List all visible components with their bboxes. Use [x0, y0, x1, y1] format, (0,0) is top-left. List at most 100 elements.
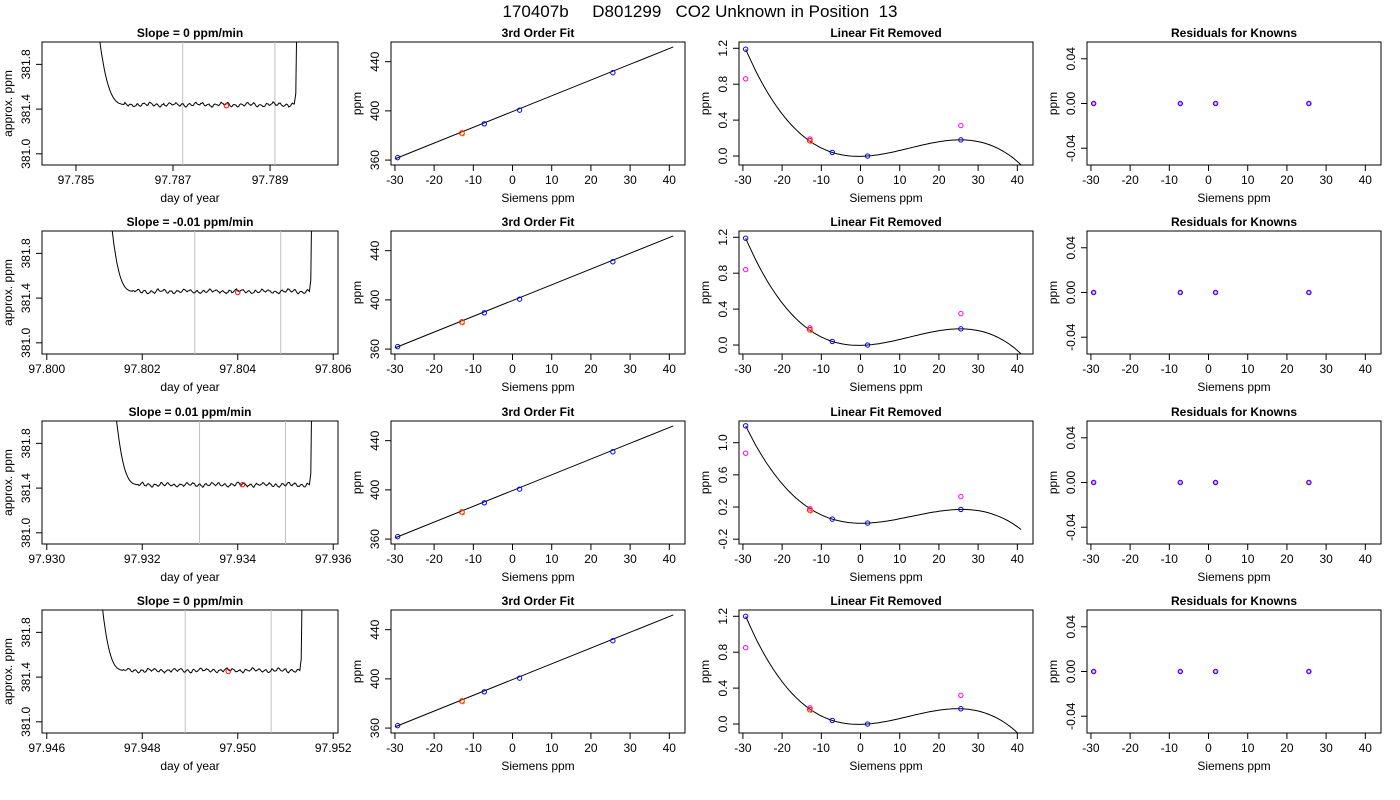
y-tick-label: 0.0 [716, 336, 730, 353]
x-tick-label: 30 [971, 741, 985, 755]
y-tick-label: 381.0 [19, 517, 33, 547]
x-tick-label: 0 [1205, 741, 1212, 755]
residual-point [1177, 479, 1183, 486]
residual-point-overlay [1091, 101, 1096, 106]
x-tick-label: 40 [1011, 362, 1025, 376]
x-tick-label: 97.785 [58, 173, 95, 187]
unknown-point-overlay [460, 699, 466, 705]
known-point [481, 500, 487, 506]
y-axis-label: ppm [1046, 471, 1060, 494]
residual-point-overlay [1307, 101, 1311, 106]
known-point [958, 506, 964, 513]
data-layer [1090, 100, 1312, 107]
x-tick-label: -10 [1161, 173, 1179, 187]
residual-point [1306, 479, 1312, 486]
known-point [516, 675, 523, 681]
panel-r3-c3: Linear Fit Removed Siemens ppm ppm -30 -20 -1… [698, 405, 1034, 584]
known-point [829, 149, 835, 156]
x-axis-label: Siemens ppm [1197, 380, 1270, 394]
residual-point [1212, 668, 1219, 675]
plot-frame [390, 420, 686, 545]
y-tick-label: 0.04 [1064, 236, 1078, 260]
x-tick-label: -10 [465, 173, 483, 187]
x-tick-label: 0 [509, 173, 516, 187]
x-tick-label: 20 [584, 741, 598, 755]
y-axis-label: approx. ppm [1, 70, 15, 137]
panel-r1-c3: Linear Fit Removed Siemens ppm ppm -30 -20 -1… [698, 26, 1034, 205]
original-point [958, 122, 964, 129]
fit-line [394, 235, 674, 349]
x-tick-label: 20 [584, 362, 598, 376]
y-axis-label: ppm [350, 660, 364, 683]
known-point [481, 121, 487, 127]
y-tick-label: 381.0 [19, 327, 33, 357]
y-tick-label: 1.2 [716, 229, 730, 246]
analyzer-trace [111, 231, 312, 295]
y-tick-label: 400 [368, 669, 382, 689]
residual-point [1090, 289, 1097, 296]
y-axis-label: ppm [698, 660, 712, 683]
known-point [516, 107, 523, 113]
x-tick-label: 0 [1205, 173, 1212, 187]
known-point [864, 342, 871, 348]
x-tick-label: 20 [1280, 741, 1294, 755]
x-tick-label: -10 [813, 741, 831, 755]
x-tick-label: -20 [425, 741, 443, 755]
known-point [829, 717, 835, 724]
x-tick-label: -20 [773, 552, 791, 566]
residual-point [1212, 289, 1219, 296]
x-tick-label: 97.952 [315, 741, 352, 755]
y-tick-label: 381.8 [19, 238, 33, 268]
sample-marker [235, 289, 241, 296]
x-tick-label: -20 [773, 741, 791, 755]
fit-curve [745, 237, 1022, 354]
x-tick-label: -20 [1121, 552, 1139, 566]
x-tick-label: 20 [1280, 173, 1294, 187]
panel-title: Linear Fit Removed [830, 594, 941, 608]
panel-r2-c4: Residuals for Knowns Siemens ppm ppm -30 -20… [1046, 215, 1382, 394]
plot-frame [738, 420, 1034, 545]
residual-point-overlay [1091, 290, 1096, 295]
x-tick-label: 40 [1011, 741, 1025, 755]
x-tick-label: 30 [1319, 173, 1333, 187]
x-tick-label: 0 [857, 741, 864, 755]
plot-frame [390, 609, 686, 734]
y-tick-label: 381.4 [19, 94, 33, 124]
panel-r1-c4: Residuals for Knowns Siemens ppm ppm -30 -20… [1046, 26, 1382, 205]
analyzer-trace [102, 610, 303, 674]
known-point [516, 486, 523, 492]
x-tick-label: 20 [1280, 552, 1294, 566]
panel-r4-c2: 3rd Order Fit Siemens ppm ppm -30 -20 -10 0 10 2… [350, 594, 686, 773]
y-tick-label: 1.2 [716, 40, 730, 57]
fit-line [394, 425, 674, 539]
panel-r4-c4: Residuals for Knowns Siemens ppm ppm -30 -20… [1046, 594, 1382, 773]
x-axis-label: day of year [160, 380, 219, 394]
x-tick-label: 10 [545, 362, 559, 376]
x-tick-label: -20 [773, 362, 791, 376]
x-tick-label: -20 [425, 552, 443, 566]
x-tick-label: 20 [584, 552, 598, 566]
y-axis-label: approx. ppm [1, 259, 15, 326]
unknown-point-overlay [808, 328, 814, 334]
x-tick-label: 40 [663, 173, 677, 187]
known-point [481, 310, 487, 316]
known-point [394, 343, 401, 350]
y-tick-label: 400 [368, 290, 382, 310]
y-tick-label: 360 [368, 150, 382, 170]
x-tick-label: -10 [465, 741, 483, 755]
y-tick-label: 381.8 [19, 617, 33, 647]
x-tick-label: 10 [545, 741, 559, 755]
y-tick-label: 0.04 [1064, 47, 1078, 71]
analyzer-trace [116, 421, 312, 489]
x-tick-label: 97.932 [124, 552, 161, 566]
y-tick-label: 400 [368, 101, 382, 121]
x-tick-label: -30 [734, 741, 752, 755]
known-point [829, 338, 835, 345]
residual-point [1090, 479, 1097, 486]
plot-frame [41, 420, 339, 545]
panel-r4-c1: Slope = 0 ppm/min day of year approx. ppm 9… [1, 594, 352, 773]
panel-r1-c1: Slope = 0 ppm/min day of year approx. ppm 9… [1, 26, 339, 205]
unknown-point-overlay [460, 510, 466, 516]
fit-curve [745, 616, 1019, 733]
residual-point [1177, 100, 1183, 107]
